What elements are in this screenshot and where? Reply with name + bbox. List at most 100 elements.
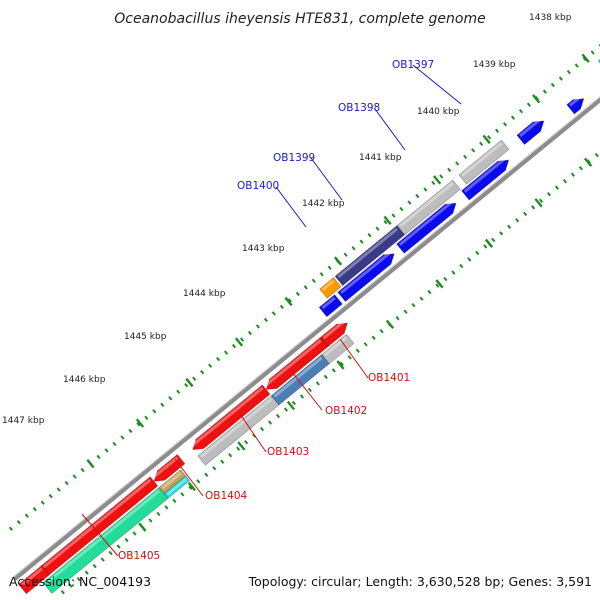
outer-minor-tick (144, 415, 149, 421)
inner-minor-tick (283, 407, 289, 412)
feature-reverse-ob1401-shine (322, 320, 345, 340)
inner-minor-tick (236, 446, 241, 451)
inner-minor-tick (196, 479, 201, 484)
inner-major-tick (187, 481, 196, 492)
outer-major-tick (383, 215, 392, 226)
outer-minor-tick (8, 526, 13, 531)
outer-minor-tick (48, 493, 53, 499)
inner-minor-tick (84, 570, 89, 575)
outer-minor-tick (120, 435, 125, 440)
inner-minor-tick (148, 518, 153, 523)
feature-forward-ob1398 (461, 159, 510, 201)
outer-minor-tick (367, 232, 372, 238)
inner-minor-tick (459, 263, 464, 269)
outer-minor-tick (566, 69, 571, 75)
outer-minor-tick (502, 122, 508, 127)
outer-minor-tick (383, 219, 388, 225)
inner-minor-tick (244, 439, 249, 445)
gene-label: OB1399 (273, 152, 315, 164)
feature-forward-arrow-shine (519, 118, 542, 138)
inner-major-tick (385, 319, 395, 330)
outer-minor-tick (431, 180, 436, 186)
inner-minor-tick (515, 218, 520, 223)
map-text: Oceanobacillus iheyensis HTE831, complet… (2, 11, 572, 562)
gene-label: OB1401 (368, 372, 410, 384)
inner-minor-tick (116, 544, 121, 549)
leader-line (339, 338, 369, 379)
leader-line (81, 513, 119, 557)
outer-minor-tick (136, 422, 141, 427)
feature-forward-ob1400 (337, 253, 395, 303)
feature-reverse-tail-shine (20, 567, 43, 587)
feature-green-1405-shine (45, 489, 161, 585)
outer-minor-tick (255, 324, 260, 329)
feature-reverse-ob1404-shine (152, 456, 179, 479)
inner-minor-tick (260, 426, 265, 432)
outer-minor-tick (247, 330, 253, 336)
inner-minor-tick (379, 329, 384, 334)
feature-grey-1398 (458, 139, 510, 185)
inner-minor-tick (435, 283, 440, 288)
inner-minor-tick (204, 472, 209, 477)
feature-green-1405 (42, 486, 169, 594)
outer-minor-tick (510, 115, 516, 120)
inner-major-tick (583, 157, 593, 167)
feature-reverse-tail (18, 564, 51, 595)
leader-line (310, 157, 343, 201)
outer-minor-tick (200, 369, 205, 375)
feature-reverse-ob1402 (265, 336, 329, 390)
outer-minor-tick (24, 513, 29, 518)
outer-minor-tick (327, 265, 332, 270)
inner-minor-tick (212, 466, 217, 471)
inner-minor-tick (339, 361, 344, 367)
gene-label: OB1398 (338, 102, 380, 114)
leader-line (239, 413, 267, 453)
outer-minor-tick (319, 272, 324, 277)
backbone-line (12, 96, 600, 581)
scale-label: 1441 kbp (359, 153, 402, 163)
outer-minor-tick (415, 193, 420, 199)
feature-forward-arrow (516, 120, 545, 146)
outer-minor-tick (32, 506, 37, 512)
outer-minor-tick (391, 213, 396, 218)
outer-minor-tick (40, 500, 45, 505)
inner-minor-tick (68, 583, 73, 588)
feature-forward-small-shine (569, 96, 581, 107)
inner-minor-tick (499, 231, 504, 236)
outer-major-tick (86, 459, 95, 469)
inner-minor-tick (570, 172, 575, 177)
feature-tracks (18, 58, 600, 595)
inner-minor-tick (315, 381, 320, 386)
inner-minor-tick (228, 453, 233, 458)
inner-minor-tick (562, 179, 567, 184)
inner-minor-tick (132, 531, 137, 536)
outer-minor-tick (16, 520, 21, 525)
scale-label: 1438 kbp (529, 13, 572, 23)
outer-minor-tick (343, 252, 348, 257)
inner-minor-tick (491, 237, 496, 243)
outer-major-tick (532, 94, 541, 104)
outer-minor-tick (526, 102, 531, 107)
outer-minor-tick (351, 246, 356, 251)
gene-label: OB1405 (118, 550, 160, 562)
feature-reverse-ob1402-shine (264, 339, 322, 387)
feature-reverse-ob1403 (192, 384, 271, 451)
feature-tan-1404-shine (161, 471, 182, 490)
outer-minor-tick (590, 50, 595, 55)
outer-minor-tick (192, 376, 197, 381)
genome-summary-text: Topology: circular; Length: 3,630,528 bp… (248, 574, 592, 589)
outer-minor-tick (96, 454, 101, 460)
outer-minor-tick (128, 428, 133, 434)
inner-minor-tick (355, 348, 360, 353)
inner-minor-tick (403, 309, 408, 314)
inner-minor-tick (363, 342, 368, 347)
leader-line (412, 64, 462, 105)
gene-label: OB1400 (237, 180, 279, 192)
outer-minor-tick (72, 474, 77, 479)
outer-minor-tick (439, 174, 444, 179)
scale-label: 1444 kbp (183, 289, 226, 299)
outer-minor-tick (558, 76, 563, 81)
scale-label: 1439 kbp (473, 60, 516, 70)
